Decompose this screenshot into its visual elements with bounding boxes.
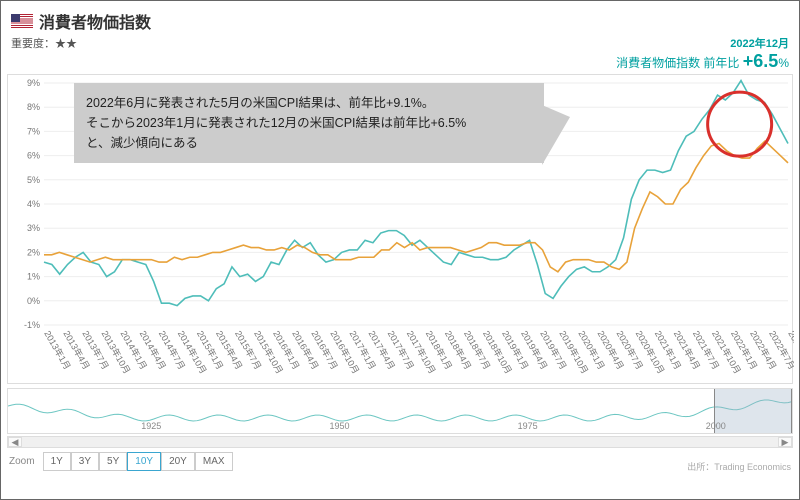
mini-year-label: 1975 — [518, 421, 538, 431]
zoom-5y[interactable]: 5Y — [99, 452, 127, 471]
svg-text:3%: 3% — [27, 223, 40, 233]
svg-text:9%: 9% — [27, 78, 40, 88]
svg-text:5%: 5% — [27, 175, 40, 185]
svg-text:2%: 2% — [27, 247, 40, 257]
zoom-max[interactable]: MAX — [195, 452, 233, 471]
zoom-3y[interactable]: 3Y — [71, 452, 99, 471]
mini-year-label: 2000 — [706, 421, 726, 431]
annotation-callout: 2022年6月に発表された5月の米国CPI結果は、前年比+9.1%。そこから20… — [74, 83, 544, 163]
svg-text:-1%: -1% — [24, 320, 40, 330]
metric: 消費者物価指数 前年比 +6.5% — [1, 51, 799, 74]
zoom-label: Zoom — [9, 456, 35, 467]
us-flag-icon — [11, 14, 33, 28]
zoom-10y[interactable]: 10Y — [127, 452, 161, 471]
svg-text:8%: 8% — [27, 102, 40, 112]
page-title: 消費者物価指数 — [39, 9, 151, 33]
svg-text:0%: 0% — [27, 296, 40, 306]
scroll-left-button[interactable]: ◀ — [8, 437, 22, 447]
importance: 重要度：★★ — [11, 35, 77, 51]
mini-svg — [8, 389, 792, 433]
zoom-controls: Zoom 1Y3Y5Y10Y20YMAX — [1, 448, 799, 475]
svg-text:4%: 4% — [27, 199, 40, 209]
scrollbar[interactable]: ◀ ▶ — [7, 436, 793, 448]
zoom-1y[interactable]: 1Y — [43, 452, 71, 471]
source-attribution: 出所：Trading Economics — [687, 460, 791, 473]
zoom-20y[interactable]: 20Y — [161, 452, 195, 471]
mini-year-label: 1950 — [329, 421, 349, 431]
date-label: 2022年12月 — [730, 35, 789, 51]
mini-year-label: 1925 — [141, 421, 161, 431]
svg-text:1%: 1% — [27, 272, 40, 282]
main-chart[interactable]: -1%0%1%2%3%4%5%6%7%8%9%2013年1月2013年4月201… — [7, 74, 793, 384]
scroll-right-button[interactable]: ▶ — [778, 437, 792, 447]
svg-text:6%: 6% — [27, 151, 40, 161]
range-selector[interactable]: 1925 1950 1975 2000 — [7, 388, 793, 434]
svg-text:7%: 7% — [27, 126, 40, 136]
